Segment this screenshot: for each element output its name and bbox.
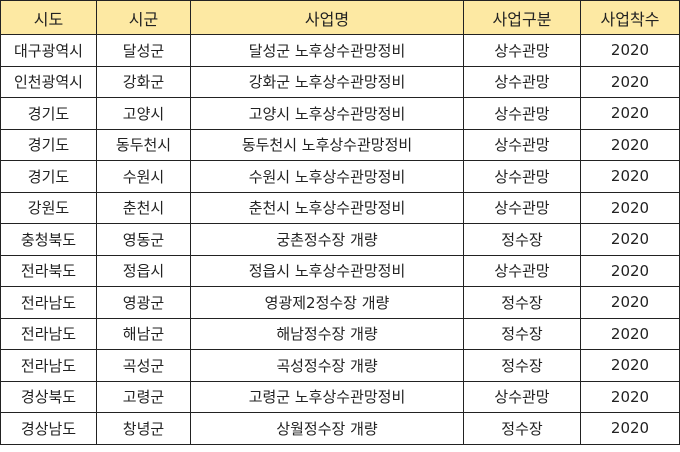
cell-project-type: 정수장 [463, 223, 581, 256]
table-row: 전라남도 해남군 해남정수장 개량 정수장 2020 [0, 317, 680, 350]
cell-start-year: 2020 [580, 412, 680, 445]
cell-sido: 전라남도 [0, 317, 97, 350]
cell-sido: 강원도 [0, 191, 97, 224]
cell-project-type: 상수관망 [463, 254, 581, 287]
table-row: 경기도 고양시 고양시 노후상수관망정비 상수관망 2020 [0, 97, 680, 130]
header-row: 시도 시군 사업명 사업구분 사업착수 [0, 0, 680, 35]
header-sigun: 시군 [96, 0, 191, 35]
cell-start-year: 2020 [580, 65, 680, 98]
cell-project-type: 상수관망 [463, 65, 581, 98]
table-row: 경기도 수원시 수원시 노후상수관망정비 상수관망 2020 [0, 160, 680, 193]
cell-project-type: 정수장 [463, 317, 581, 350]
cell-sido: 전라북도 [0, 254, 97, 287]
cell-project-name: 수원시 노후상수관망정비 [190, 160, 464, 193]
cell-project-type: 상수관망 [463, 380, 581, 413]
cell-project-name: 영광제2정수장 개량 [190, 286, 464, 319]
cell-sigun: 동두천시 [96, 128, 191, 161]
cell-start-year: 2020 [580, 349, 680, 382]
cell-sigun: 창녕군 [96, 412, 191, 445]
cell-project-type: 상수관망 [463, 34, 581, 67]
table-row: 전라북도 정읍시 정읍시 노후상수관망정비 상수관망 2020 [0, 254, 680, 287]
cell-sido: 대구광역시 [0, 34, 97, 67]
cell-start-year: 2020 [580, 380, 680, 413]
cell-project-name: 강화군 노후상수관망정비 [190, 65, 464, 98]
cell-start-year: 2020 [580, 191, 680, 224]
cell-project-type: 정수장 [463, 286, 581, 319]
cell-start-year: 2020 [580, 34, 680, 67]
cell-project-name: 상월정수장 개량 [190, 412, 464, 445]
cell-sigun: 수원시 [96, 160, 191, 193]
cell-project-name: 정읍시 노후상수관망정비 [190, 254, 464, 287]
table-row: 대구광역시 달성군 달성군 노후상수관망정비 상수관망 2020 [0, 34, 680, 67]
cell-project-type: 상수관망 [463, 97, 581, 130]
cell-project-type: 상수관망 [463, 128, 581, 161]
table-row: 강원도 춘천시 춘천시 노후상수관망정비 상수관망 2020 [0, 191, 680, 224]
header-sido: 시도 [0, 0, 97, 35]
cell-sigun: 곡성군 [96, 349, 191, 382]
cell-project-name: 해남정수장 개량 [190, 317, 464, 350]
cell-sido: 전라남도 [0, 349, 97, 382]
cell-project-type: 정수장 [463, 349, 581, 382]
cell-start-year: 2020 [580, 128, 680, 161]
cell-sido: 충청북도 [0, 223, 97, 256]
cell-start-year: 2020 [580, 160, 680, 193]
cell-start-year: 2020 [580, 286, 680, 319]
table-row: 경상남도 창녕군 상월정수장 개량 정수장 2020 [0, 412, 680, 445]
table-row: 전라남도 곡성군 곡성정수장 개량 정수장 2020 [0, 349, 680, 382]
table-row: 경상북도 고령군 고령군 노후상수관망정비 상수관망 2020 [0, 380, 680, 413]
cell-sigun: 정읍시 [96, 254, 191, 287]
header-start-year: 사업착수 [580, 0, 680, 35]
cell-sido: 인천광역시 [0, 65, 97, 98]
table-row: 경기도 동두천시 동두천시 노후상수관망정비 상수관망 2020 [0, 128, 680, 161]
cell-sigun: 달성군 [96, 34, 191, 67]
header-project-type: 사업구분 [463, 0, 581, 35]
table-row: 인천광역시 강화군 강화군 노후상수관망정비 상수관망 2020 [0, 65, 680, 98]
cell-project-name: 달성군 노후상수관망정비 [190, 34, 464, 67]
cell-project-type: 정수장 [463, 412, 581, 445]
cell-sido: 경기도 [0, 160, 97, 193]
cell-sido: 전라남도 [0, 286, 97, 319]
cell-sigun: 영광군 [96, 286, 191, 319]
cell-project-type: 상수관망 [463, 191, 581, 224]
cell-project-name: 춘천시 노후상수관망정비 [190, 191, 464, 224]
cell-project-name: 곡성정수장 개량 [190, 349, 464, 382]
cell-sigun: 고양시 [96, 97, 191, 130]
header-project-name: 사업명 [190, 0, 464, 35]
cell-project-name: 고령군 노후상수관망정비 [190, 380, 464, 413]
table-row: 충청북도 영동군 궁촌정수장 개량 정수장 2020 [0, 223, 680, 256]
cell-start-year: 2020 [580, 317, 680, 350]
cell-project-name: 궁촌정수장 개량 [190, 223, 464, 256]
cell-start-year: 2020 [580, 223, 680, 256]
cell-sigun: 강화군 [96, 65, 191, 98]
cell-sido: 경상남도 [0, 412, 97, 445]
cell-start-year: 2020 [580, 254, 680, 287]
table-row: 전라남도 영광군 영광제2정수장 개량 정수장 2020 [0, 286, 680, 319]
cell-start-year: 2020 [580, 97, 680, 130]
cell-sigun: 영동군 [96, 223, 191, 256]
cell-project-name: 고양시 노후상수관망정비 [190, 97, 464, 130]
cell-project-type: 상수관망 [463, 160, 581, 193]
cell-sigun: 해남군 [96, 317, 191, 350]
cell-sigun: 고령군 [96, 380, 191, 413]
cell-sido: 경상북도 [0, 380, 97, 413]
cell-project-name: 동두천시 노후상수관망정비 [190, 128, 464, 161]
cell-sido: 경기도 [0, 97, 97, 130]
cell-sigun: 춘천시 [96, 191, 191, 224]
cell-sido: 경기도 [0, 128, 97, 161]
